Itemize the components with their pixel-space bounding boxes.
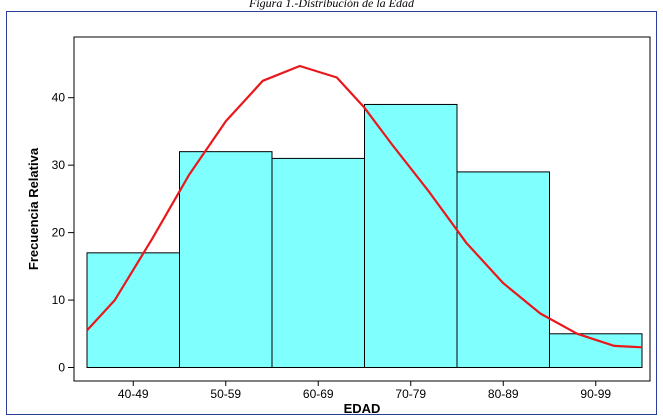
x-tick-label-70-79: 70-79 xyxy=(395,387,426,401)
y-tick-label-10: 10 xyxy=(52,293,66,307)
bar-60-69 xyxy=(271,157,365,369)
bar-80-89 xyxy=(456,171,550,369)
x-tick-label-90-99: 90-99 xyxy=(580,387,611,401)
x-tick-label-50-59: 50-59 xyxy=(210,387,241,401)
plot-area-border xyxy=(73,36,651,382)
y-tick-label-20: 20 xyxy=(52,226,66,240)
y-tick-label-40: 40 xyxy=(52,91,66,105)
figure-caption: Figura 1.-Distribución de la Edad xyxy=(249,0,414,10)
bar-40-49 xyxy=(86,252,180,369)
y-axis-title: Frecuencia Relativa xyxy=(26,147,41,270)
x-tick-label-40-49: 40-49 xyxy=(118,387,149,401)
y-tick-label-0: 0 xyxy=(58,361,65,375)
y-tick-label-30: 30 xyxy=(52,158,66,172)
normal-curve-line xyxy=(86,64,643,349)
x-tick-label-80-89: 80-89 xyxy=(488,387,519,401)
x-tick-label-60-69: 60-69 xyxy=(303,387,334,401)
bar-70-79 xyxy=(364,103,458,369)
x-axis-title: EDAD xyxy=(344,401,381,416)
bar-50-59 xyxy=(179,151,273,369)
